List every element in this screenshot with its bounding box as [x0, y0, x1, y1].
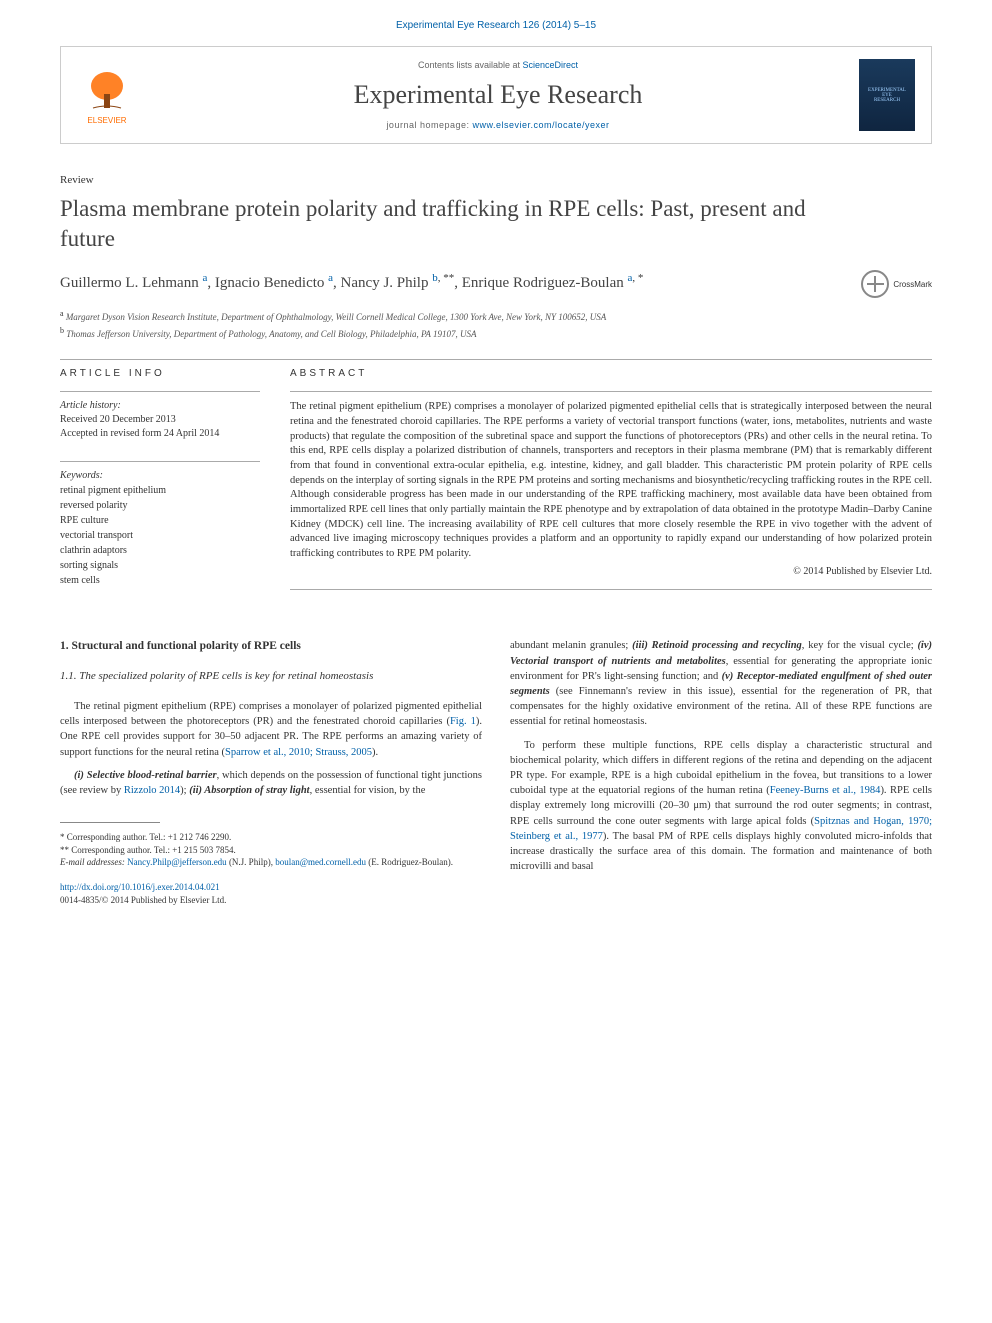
footnotes: * Corresponding author. Tel.: +1 212 746… [60, 831, 482, 869]
journal-header-box: ELSEVIER Contents lists available at Sci… [60, 46, 932, 144]
body-paragraph: (i) Selective blood-retinal barrier, whi… [60, 768, 482, 798]
cover-line-3: RESEARCH [874, 98, 900, 103]
aff-text-b: Thomas Jefferson University, Department … [66, 329, 476, 339]
email-suffix-1: (N.J. Philp), [227, 857, 276, 867]
keywords-label: Keywords: [60, 470, 260, 481]
article-info-column: ARTICLE INFO Article history: Received 2… [60, 368, 260, 608]
article-info-heading: ARTICLE INFO [60, 368, 260, 379]
journal-title: Experimental Eye Research [137, 80, 859, 110]
abstract-text: The retinal pigment epithelium (RPE) com… [290, 400, 932, 562]
section-1-heading: 1. Structural and functional polarity of… [60, 638, 482, 655]
authors-list: Guillermo L. Lehmann a, Ignacio Benedict… [60, 270, 932, 295]
keyword-item: retinal pigment epithelium [60, 483, 260, 498]
contents-prefix: Contents lists available at [418, 60, 523, 70]
affiliations: a Margaret Dyson Vision Research Institu… [60, 308, 932, 341]
crossmark-label: CrossMark [893, 280, 932, 289]
divider-info-2 [60, 461, 260, 462]
affiliation-b: b Thomas Jefferson University, Departmen… [60, 325, 932, 342]
body-text: ); [180, 785, 189, 796]
body-column-right: abundant melanin granules; (iii) Retinoi… [510, 638, 932, 907]
keyword-item: RPE culture [60, 513, 260, 528]
keyword-item: stem cells [60, 573, 260, 588]
article-title: Plasma membrane protein polarity and tra… [60, 194, 840, 254]
header-center: Contents lists available at ScienceDirec… [137, 60, 859, 130]
citation-link[interactable]: Rizzolo 2014 [124, 785, 180, 796]
keywords-block: Keywords: retinal pigment epithelium rev… [60, 470, 260, 588]
aff-sup-b: b [60, 326, 64, 335]
divider-info-1 [60, 391, 260, 392]
corresponding-author-2: ** Corresponding author. Tel.: +1 215 50… [60, 844, 482, 857]
affiliation-a: a Margaret Dyson Vision Research Institu… [60, 308, 932, 325]
homepage-prefix: journal homepage: [386, 120, 472, 130]
aff-sup-a: a [60, 309, 64, 318]
footnote-divider [60, 822, 160, 823]
elsevier-logo[interactable]: ELSEVIER [77, 66, 137, 125]
body-text: (see Finnemann's review in this issue), … [510, 686, 932, 727]
keywords-list: retinal pigment epithelium reversed pola… [60, 483, 260, 588]
abstract-column: ABSTRACT The retinal pigment epithelium … [290, 368, 932, 608]
abstract-heading: ABSTRACT [290, 368, 932, 379]
email-link-1[interactable]: Nancy.Philp@jefferson.edu [127, 857, 227, 867]
citation-link[interactable]: Feeney-Burns et al., 1984 [770, 785, 881, 796]
keyword-item: sorting signals [60, 558, 260, 573]
body-column-left: 1. Structural and functional polarity of… [60, 638, 482, 907]
email-label: E-mail addresses: [60, 857, 127, 867]
citation-header: Experimental Eye Research 126 (2014) 5–1… [60, 20, 932, 31]
journal-cover-thumbnail[interactable]: EXPERIMENTAL EYE RESEARCH [859, 59, 915, 131]
body-text: , key for the visual cycle; [802, 640, 918, 651]
elsevier-label: ELSEVIER [87, 116, 126, 125]
body-paragraph: The retinal pigment epithelium (RPE) com… [60, 699, 482, 760]
body-text: abundant melanin granules; [510, 640, 632, 651]
sciencedirect-link[interactable]: ScienceDirect [523, 60, 579, 70]
elsevier-tree-icon [83, 66, 131, 114]
body-text: , essential for vision, by the [310, 785, 426, 796]
journal-homepage-line: journal homepage: www.elsevier.com/locat… [137, 120, 859, 130]
divider-abstract [290, 391, 932, 392]
body-emphasis: (ii) Absorption of stray light [189, 785, 309, 796]
abstract-copyright: © 2014 Published by Elsevier Ltd. [290, 566, 932, 577]
history-label: Article history: [60, 400, 260, 411]
email-link-2[interactable]: boulan@med.cornell.edu [275, 857, 366, 867]
doi-block: http://dx.doi.org/10.1016/j.exer.2014.04… [60, 881, 482, 907]
divider-top [60, 359, 932, 360]
citation-link[interactable]: Sparrow et al., 2010; Strauss, 2005 [225, 747, 372, 758]
body-text: The retinal pigment epithelium (RPE) com… [60, 701, 482, 727]
aff-text-a: Margaret Dyson Vision Research Institute… [66, 312, 606, 322]
crossmark-badge[interactable]: CrossMark [861, 270, 932, 298]
section-1-1-heading: 1.1. The specialized polarity of RPE cel… [60, 669, 482, 685]
body-columns: 1. Structural and functional polarity of… [60, 638, 932, 907]
info-abstract-row: ARTICLE INFO Article history: Received 2… [60, 368, 932, 608]
keyword-item: reversed polarity [60, 498, 260, 513]
body-text: ). [372, 747, 378, 758]
body-emphasis: (iii) Retinoid processing and recycling [632, 640, 802, 651]
article-type: Review [60, 174, 932, 186]
journal-homepage-link[interactable]: www.elsevier.com/locate/yexer [473, 120, 610, 130]
body-paragraph: To perform these multiple functions, RPE… [510, 738, 932, 875]
body-paragraph: abundant melanin granules; (iii) Retinoi… [510, 638, 932, 729]
figure-link[interactable]: Fig. 1 [450, 716, 476, 727]
body-emphasis: (i) Selective blood-retinal barrier [74, 770, 217, 781]
corresponding-author-1: * Corresponding author. Tel.: +1 212 746… [60, 831, 482, 844]
history-block: Article history: Received 20 December 20… [60, 400, 260, 441]
keyword-item: vectorial transport [60, 528, 260, 543]
doi-link[interactable]: http://dx.doi.org/10.1016/j.exer.2014.04… [60, 882, 220, 892]
email-addresses-line: E-mail addresses: Nancy.Philp@jefferson.… [60, 856, 482, 869]
keyword-item: clathrin adaptors [60, 543, 260, 558]
email-suffix-2: (E. Rodriguez-Boulan). [366, 857, 453, 867]
issn-copyright: 0014-4835/© 2014 Published by Elsevier L… [60, 894, 482, 907]
received-date: Received 20 December 2013 [60, 413, 260, 427]
crossmark-icon [861, 270, 889, 298]
divider-abstract-bottom [290, 589, 932, 590]
contents-available-line: Contents lists available at ScienceDirec… [137, 60, 859, 70]
accepted-date: Accepted in revised form 24 April 2014 [60, 427, 260, 441]
